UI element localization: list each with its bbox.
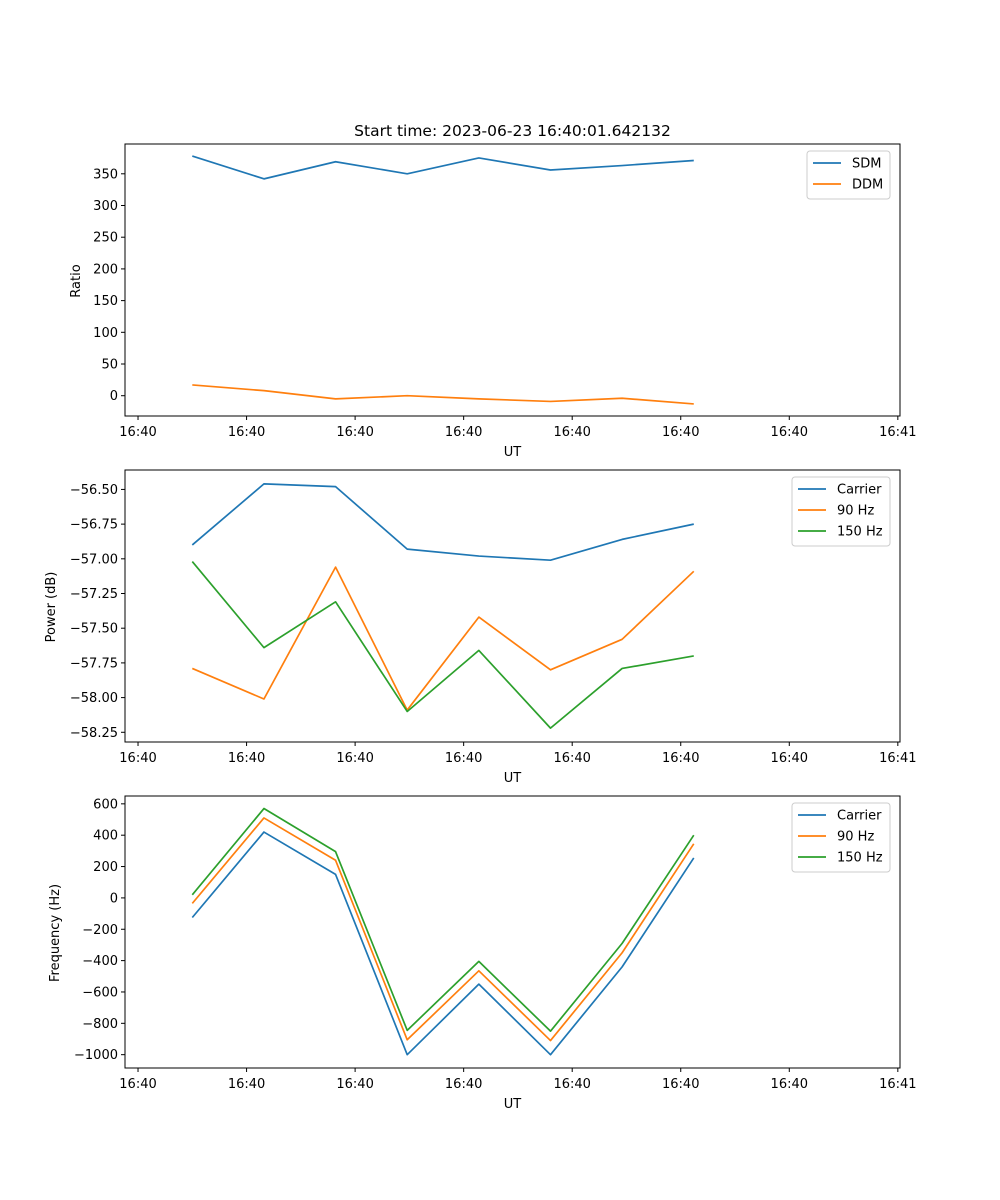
panel-3-y-tick-label: 200: [93, 860, 118, 875]
panel-1-y-tick-label: 200: [93, 262, 118, 277]
panel-3-x-tick-label: 16:41: [879, 1077, 916, 1092]
panel-2-y-tick-label: −58.25: [70, 726, 118, 741]
panel-frequency: 16:40 16:40 16:40 16:40 16:40 16:40 16:40 16:41…: [74, 795, 917, 1092]
panel-3-xlabel: UT: [504, 1097, 522, 1112]
panel-2-legend-label: 90 Hz: [837, 504, 874, 519]
panel-2-y-tick-label: −57.25: [70, 587, 118, 602]
panel-2-x-tick-label: 16:40: [336, 751, 373, 766]
panel-1-x-tick-label: 16:40: [119, 425, 156, 440]
panel-2-x-tick-label: 16:41: [879, 751, 916, 766]
panel-2-x-tick-label: 16:40: [553, 751, 590, 766]
panel-3-y-tick-label: −800: [82, 1017, 118, 1032]
panel-3-x-tick-label: 16:40: [445, 1077, 482, 1092]
panel-2-y-tick-label: −57.00: [70, 552, 118, 567]
panel-1-y-tick-label: 50: [101, 358, 118, 373]
panel-1-y-tick-label: 150: [93, 294, 118, 309]
panel-3-x-tick-label: 16:40: [771, 1077, 808, 1092]
panel-2-x-tick-label: 16:40: [445, 751, 482, 766]
panel-1-x-tick-label: 16:40: [445, 425, 482, 440]
panel-1-series-ddm-line: [192, 384, 694, 405]
panel-1-legend-label: SDM: [852, 157, 881, 172]
panel-3-x-tick-label: 16:40: [228, 1077, 265, 1092]
panel-3-x-tick-label: 16:40: [553, 1077, 590, 1092]
panel-power: 16:40 16:40 16:40 16:40 16:40 16:40 16:40 16:41…: [70, 469, 917, 766]
panel-1-y-tick-label: 300: [93, 199, 118, 214]
panel-2-series-90-hz-line: [191, 566, 695, 711]
panel-2-legend-label: Carrier: [837, 483, 882, 498]
panel-1-y-tick-label: 0: [110, 389, 118, 404]
panel-2-y-tick-label: −56.50: [70, 483, 118, 498]
panel-3-legend: [791, 802, 891, 873]
panel-3-y-tick-label: 600: [93, 797, 118, 812]
panel-1-frame: [124, 143, 901, 417]
panel-3-frame: [124, 795, 901, 1069]
panel-1-y-tick-label: 250: [93, 231, 118, 246]
panel-1-x-tick-label: 16:40: [662, 425, 699, 440]
panel-3-series-carrier-line: [191, 831, 695, 1056]
panel-2-x-tick-label: 16:40: [228, 751, 265, 766]
panel-3-y-tick-label: −400: [82, 954, 118, 969]
panel-2-series-150-hz-line: [191, 561, 694, 729]
panel-3-series-150-hz-line: [191, 807, 695, 1033]
panel-2-ylabel: Power (dB): [44, 572, 59, 643]
panel-2-x-tick-label: 16:40: [771, 751, 808, 766]
panel-1-y-tick-label: 350: [93, 167, 118, 182]
panel-3-legend-label: 150 Hz: [837, 851, 883, 866]
panel-1-x-tick-label: 16:41: [879, 425, 916, 440]
panel-ratio: 16:40 16:40 16:40 16:40 16:40 16:40 16:40 16:41…: [93, 143, 917, 440]
panel-3-series-90-hz-line: [191, 817, 695, 1042]
panel-2-y-tick-label: −58.00: [70, 691, 118, 706]
panel-3-y-tick-label: 400: [93, 829, 118, 844]
panel-2-y-tick-label: −57.50: [70, 622, 118, 637]
panel-3-y-tick-label: 0: [110, 891, 118, 906]
panel-2-frame: [124, 469, 901, 743]
panel-2-x-tick-label: 16:40: [662, 751, 699, 766]
panel-1-xlabel: UT: [504, 445, 522, 460]
panel-2-series-carrier-line: [191, 483, 694, 562]
panel-2-legend-label: 150 Hz: [837, 525, 883, 540]
panel-2-legend: [791, 476, 891, 547]
panel-2-y-tick-label: −57.75: [70, 656, 118, 671]
panel-2-x-tick-label: 16:40: [119, 751, 156, 766]
panel-3-y-tick-label: −1000: [74, 1048, 118, 1063]
panel-1-x-tick-label: 16:40: [228, 425, 265, 440]
panel-1-legend-label: DDM: [852, 178, 883, 193]
panel-3-y-tick-label: −600: [82, 985, 118, 1000]
panel-1-ylabel: Ratio: [69, 264, 84, 297]
panel-2-xlabel: UT: [504, 771, 522, 786]
panel-3-legend-label: 90 Hz: [837, 830, 874, 845]
panel-1-series-sdm-line: [192, 155, 694, 180]
panel-3-x-tick-label: 16:40: [662, 1077, 699, 1092]
panel-1-x-tick-label: 16:40: [771, 425, 808, 440]
panel-1-x-tick-label: 16:40: [553, 425, 590, 440]
panel-3-x-tick-label: 16:40: [119, 1077, 156, 1092]
panel-3-ylabel: Frequency (Hz): [48, 884, 63, 982]
panel-3-y-tick-label: −200: [82, 923, 118, 938]
panel-3-legend-label: Carrier: [837, 809, 882, 824]
panel-3-x-tick-label: 16:40: [336, 1077, 373, 1092]
panel-1-y-tick-label: 100: [93, 326, 118, 341]
panel-2-y-tick-label: −56.75: [70, 518, 118, 533]
panel-1-x-tick-label: 16:40: [336, 425, 373, 440]
chart-title: Start time: 2023-06-23 16:40:01.642132: [354, 122, 671, 140]
